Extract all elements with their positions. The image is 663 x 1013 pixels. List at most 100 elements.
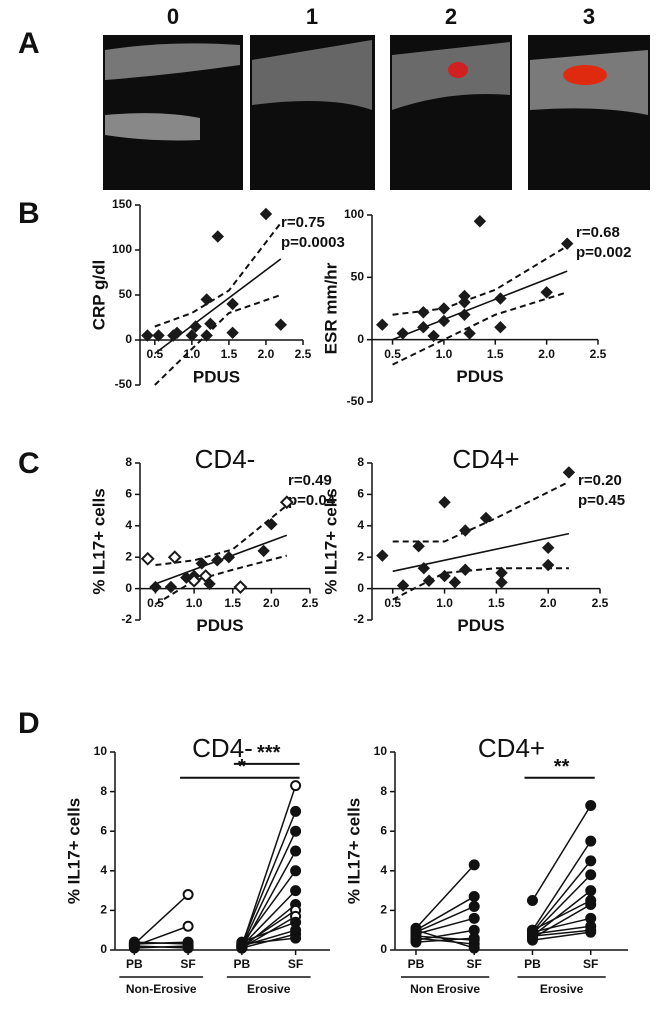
data-point	[438, 569, 451, 583]
x-tick-label: 2.0	[258, 347, 275, 361]
pair-line	[532, 890, 592, 937]
x-tick-label: 1.5	[487, 347, 504, 361]
data-point	[195, 557, 209, 570]
group-label: Erosive	[247, 982, 291, 996]
x-tick-label: 1.5	[488, 596, 505, 610]
x-tick-label: SF	[288, 957, 303, 971]
data-point	[412, 540, 425, 553]
group-label: Non-Erosive	[126, 982, 197, 996]
data-point	[585, 869, 597, 881]
data-point	[468, 891, 480, 903]
x-tick-label: 2.5	[295, 347, 312, 361]
panel-label: D	[18, 707, 40, 740]
data-point	[459, 524, 472, 537]
chart-title: CD4+	[478, 733, 545, 763]
data-point	[233, 580, 248, 594]
data-point	[585, 835, 597, 847]
data-point	[226, 326, 239, 340]
stat-annotation: r=0.20	[578, 472, 622, 489]
y-axis-label: % IL17+ cells	[64, 798, 83, 904]
pair-line	[415, 937, 475, 943]
pair-line	[415, 864, 475, 929]
doppler-signal	[448, 62, 468, 78]
data-point	[185, 329, 199, 342]
data-point	[396, 327, 410, 340]
chart-title: CD4-	[192, 733, 253, 763]
data-point	[417, 320, 430, 334]
data-point	[259, 207, 273, 221]
y-tick-label: 0	[357, 581, 364, 595]
chart-title: CD4-	[195, 444, 256, 474]
y-tick-label: 0	[125, 332, 132, 346]
data-point	[560, 237, 574, 250]
data-point	[200, 293, 213, 306]
pair-line	[415, 937, 475, 945]
pair-line	[134, 941, 189, 945]
data-point	[140, 551, 155, 566]
confidence-band	[154, 294, 282, 386]
y-tick-label: 6	[125, 487, 132, 501]
y-tick-label: -50	[347, 394, 365, 408]
group-label: Non Erosive	[410, 982, 480, 996]
data-point	[468, 900, 480, 912]
pair-line	[415, 895, 475, 931]
data-point	[540, 286, 553, 299]
grade-label: 3	[583, 4, 595, 29]
data-point	[149, 580, 162, 594]
confidence-band	[392, 480, 570, 543]
x-tick-label: 1.0	[436, 596, 453, 610]
x-tick-label: 1.0	[436, 347, 453, 361]
y-tick-label: 8	[100, 784, 107, 798]
confidence-band	[154, 554, 288, 606]
y-tick-label: 2	[125, 549, 132, 563]
significance-label: ***	[257, 742, 281, 764]
pair-line	[531, 805, 592, 901]
x-tick-label: 1.0	[184, 347, 201, 361]
significance-label: *	[238, 756, 246, 778]
y-tick-label: 4	[125, 518, 132, 532]
x-tick-label: 1.0	[186, 596, 203, 610]
y-tick-label: 10	[94, 744, 108, 758]
confidence-band	[155, 504, 288, 567]
data-point	[494, 320, 507, 334]
x-tick-label: PB	[408, 957, 425, 971]
data-point	[479, 511, 493, 525]
data-point	[290, 825, 302, 837]
data-point	[396, 579, 410, 592]
pair-line	[532, 931, 591, 941]
data-point	[562, 466, 576, 479]
confidence-band	[392, 291, 568, 366]
grade-label: 1	[306, 4, 318, 29]
pair-line	[532, 929, 591, 937]
data-point	[410, 936, 422, 948]
y-tick-label: 0	[380, 942, 387, 956]
data-point	[257, 544, 270, 558]
x-tick-label: 2.5	[302, 596, 319, 610]
x-tick-label: 2.0	[263, 596, 280, 610]
data-point	[585, 855, 597, 867]
panel-label: B	[18, 197, 40, 230]
x-tick-label: PB	[126, 957, 143, 971]
data-point	[187, 573, 202, 588]
data-point	[437, 302, 451, 315]
x-tick-label: SF	[583, 957, 598, 971]
x-tick-label: 2.0	[540, 596, 557, 610]
data-point	[468, 912, 480, 924]
stat-annotation: r=0.75	[281, 214, 325, 231]
y-tick-label: 50	[119, 287, 133, 301]
data-point	[376, 318, 389, 331]
pair-line	[531, 860, 592, 933]
pair-line	[531, 874, 592, 935]
y-tick-label: 150	[112, 197, 132, 211]
x-tick-label: 2.5	[590, 347, 607, 361]
x-tick-label: PB	[524, 957, 541, 971]
data-point	[417, 306, 430, 319]
pair-line	[415, 905, 475, 933]
data-point	[141, 329, 154, 342]
data-point	[473, 215, 487, 228]
significance-label: **	[554, 756, 570, 778]
y-axis-label: ESR mm/hr	[321, 262, 340, 354]
pair-line	[133, 894, 189, 945]
stat-annotation: r=0.68	[576, 224, 620, 241]
data-point	[167, 550, 182, 565]
